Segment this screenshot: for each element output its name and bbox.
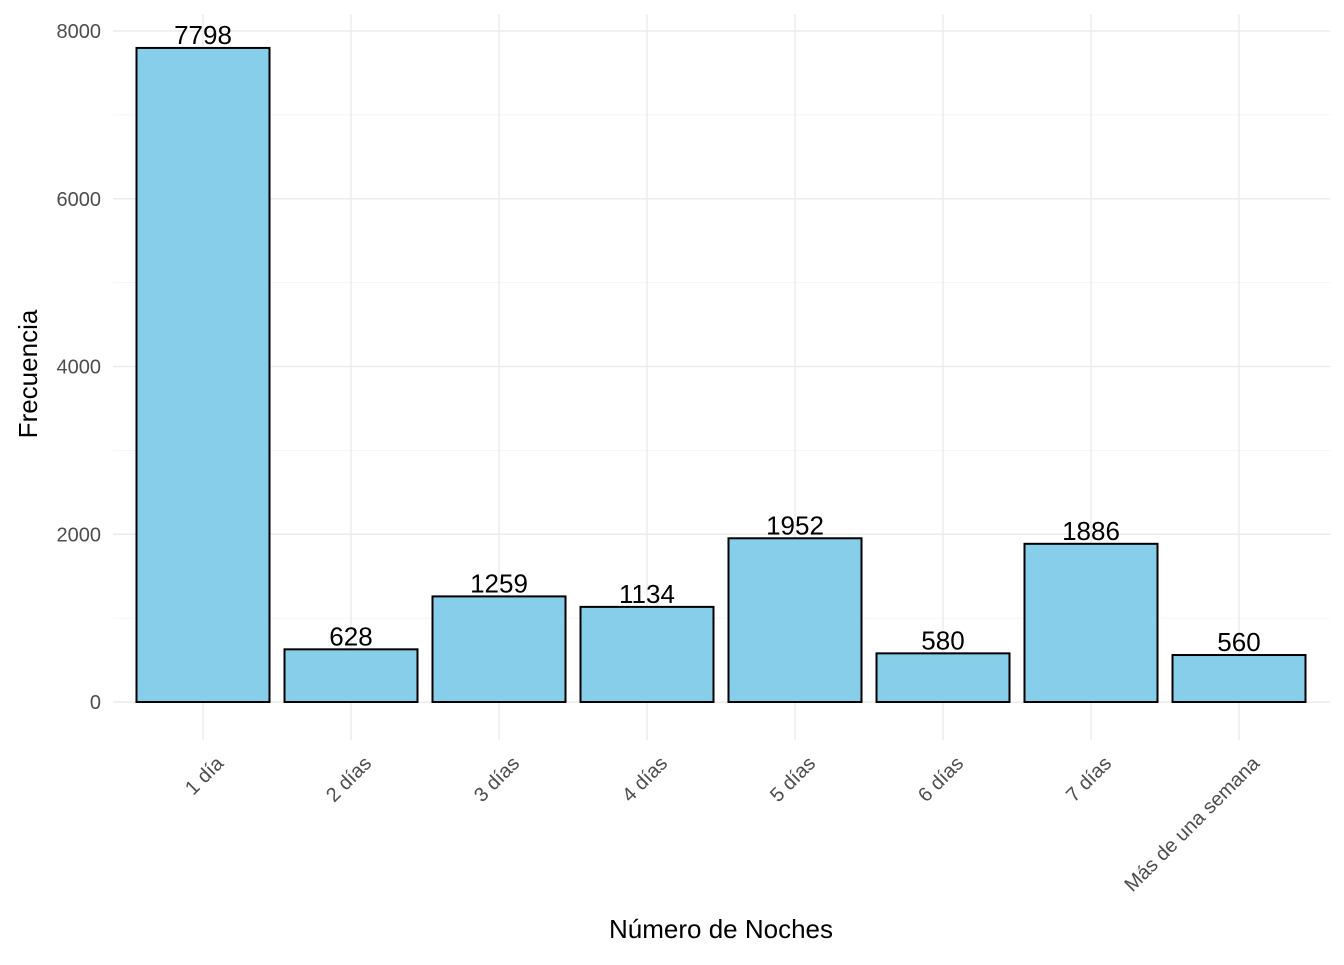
y-tick-label: 2000 [57,524,102,546]
bar-value-label: 1134 [619,579,675,609]
bar-value-labels: 7798 628 1259 1134 1952 580 1886 560 [174,20,1261,657]
bar-value-label: 7798 [174,20,232,50]
bar [727,537,863,703]
bar [875,652,1011,703]
x-tick-label: 1 día [181,752,229,800]
x-tick-label: 3 días [470,753,524,807]
bar-value-label: 1886 [1062,516,1120,546]
bar-value-label: 628 [329,621,372,651]
x-axis-title: Número de Noches [609,914,833,944]
x-tick-label: 2 días [322,753,376,807]
bar-value-label: 1952 [766,510,824,540]
bars [135,46,1307,704]
y-axis-title: Frecuencia [13,309,43,438]
x-tick-label: Más de una semana [1120,752,1264,896]
bar [1171,654,1307,704]
y-tick-label: 8000 [57,21,102,43]
y-tick-label: 0 [90,692,101,714]
bar [579,605,715,703]
x-axis-ticks: 1 día 2 días 3 días 4 días 5 días 6 días 7 día… [181,752,1265,896]
y-tick-label: 4000 [57,357,102,379]
x-tick-label: 6 días [914,753,968,807]
bar-value-label: 560 [1217,627,1260,657]
bar-value-label: 580 [921,625,964,655]
bar [283,648,419,703]
x-tick-label: 4 días [618,753,672,807]
y-axis-ticks: 0 2000 4000 6000 8000 [57,21,102,714]
bar [135,46,271,703]
y-tick-label: 6000 [57,189,102,211]
bar [1023,542,1159,704]
x-tick-label: 7 días [1062,753,1116,807]
x-tick-label: 5 días [766,753,820,807]
bar [431,595,567,703]
bar-value-label: 1259 [470,568,528,598]
